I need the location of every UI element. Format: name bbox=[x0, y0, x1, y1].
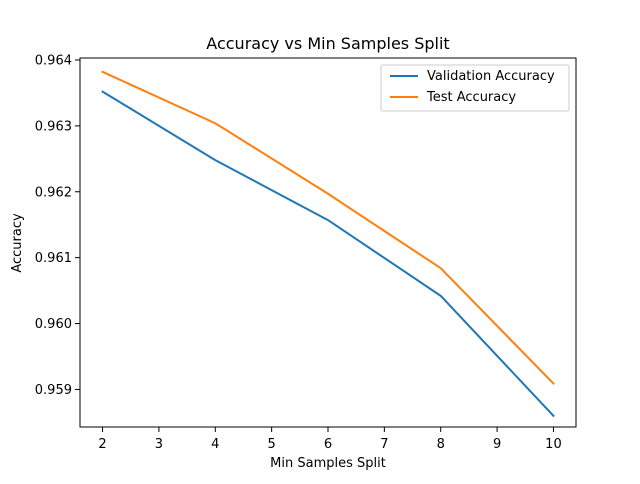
x-tick-label: 5 bbox=[267, 437, 275, 452]
chart-title: Accuracy vs Min Samples Split bbox=[206, 34, 449, 53]
y-tick-label: 0.964 bbox=[35, 53, 72, 68]
x-axis-ticks: 2 3 4 5 6 7 8 9 10 bbox=[98, 427, 562, 452]
y-axis-ticks: 0.959 0.960 0.961 0.962 0.963 0.964 bbox=[35, 53, 80, 398]
validation-accuracy-line bbox=[101, 90, 555, 418]
y-axis-label: Accuracy bbox=[10, 213, 25, 273]
x-tick-label: 4 bbox=[211, 437, 219, 452]
x-tick-label: 9 bbox=[493, 437, 501, 452]
legend-box bbox=[380, 64, 570, 112]
legend: Validation Accuracy Test Accuracy bbox=[380, 64, 570, 112]
x-tick-label: 7 bbox=[380, 437, 388, 452]
y-tick-label: 0.963 bbox=[35, 119, 72, 134]
y-tick-label: 0.959 bbox=[35, 383, 72, 398]
series-lines bbox=[101, 70, 555, 418]
x-tick-label: 2 bbox=[98, 437, 106, 452]
y-tick-label: 0.961 bbox=[35, 251, 72, 266]
test-accuracy-line bbox=[101, 70, 555, 385]
plot-frame bbox=[79, 57, 577, 428]
y-tick-label: 0.960 bbox=[35, 317, 72, 332]
x-tick-label: 8 bbox=[437, 437, 445, 452]
x-tick-label: 6 bbox=[324, 437, 332, 452]
x-axis-label: Min Samples Split bbox=[270, 456, 386, 471]
x-tick-label: 3 bbox=[155, 437, 163, 452]
y-tick-label: 0.962 bbox=[35, 185, 72, 200]
legend-label-validation: Validation Accuracy bbox=[427, 69, 555, 84]
legend-label-test: Test Accuracy bbox=[426, 90, 516, 105]
x-tick-label: 10 bbox=[545, 437, 562, 452]
